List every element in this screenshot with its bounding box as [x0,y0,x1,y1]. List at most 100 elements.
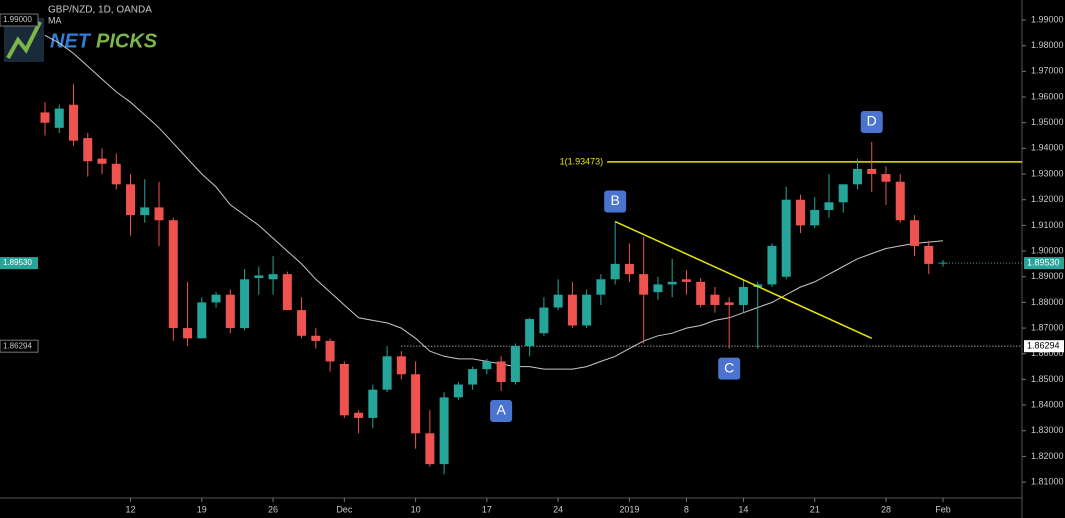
logo-icon [6,21,42,59]
candle-body [738,286,748,305]
candle-body [97,158,107,164]
candle-body [539,307,549,334]
candle-body [168,220,178,329]
pattern-point-label: A [496,402,506,418]
candle-body [468,369,478,385]
candle-body [924,245,934,264]
candle-body [781,199,791,277]
x-tick-label: 28 [881,504,891,514]
y-tick-label: 1.81000 [1031,476,1064,486]
candle-body [596,279,606,295]
candle-body [681,279,691,282]
candle-body [824,202,834,210]
pattern-point-box [604,190,627,213]
candle-body [368,389,378,418]
candle-body [610,263,620,280]
candle-body [624,263,634,275]
candle-body [453,384,463,398]
candle-body [852,168,862,185]
support-left-tag [0,339,39,353]
support-price-tag [1024,340,1064,353]
y-tick-label: 1.83000 [1031,425,1064,435]
candle-body [881,174,891,182]
x-tick-label: Dec [336,504,353,514]
last-price-left-tag [0,257,38,270]
y-tick-label: 1.96000 [1031,91,1064,101]
candle-body [567,294,577,326]
support-price-label: 1.86294 [1027,341,1060,351]
ma-line [44,34,944,370]
candle-body [183,328,193,339]
y-tick-label: 1.87000 [1031,322,1064,332]
candle-body [311,335,321,341]
y-tick-label: 1.99000 [1031,14,1064,24]
candle-body [496,361,506,382]
x-tick-label: 24 [553,504,563,514]
candle-body [909,220,919,246]
top-price-label: 1.99000 [3,15,32,24]
candle-body [710,294,720,305]
candle-body [895,181,905,221]
candle-body [510,346,520,382]
candle-body [225,294,235,329]
last-price-label: 1.89530 [1027,257,1060,267]
candle-body [297,310,307,336]
candle-body [54,108,64,128]
y-tick-label: 1.85000 [1031,374,1064,384]
trendline [614,220,873,340]
candle-body [411,374,421,434]
candle-body [354,412,364,418]
candle-body [639,274,649,295]
candle-body [254,275,264,279]
candle-body [938,262,948,264]
y-tick-label: 1.98000 [1031,40,1064,50]
candle-body [197,302,207,339]
candle-body [126,184,136,216]
logo-text: PICKS [96,30,158,52]
candle-body [582,294,592,326]
candle-body [525,319,535,347]
candle-body [667,281,677,285]
candle-body [268,274,278,280]
candle-body [282,274,292,311]
y-tick-label: 1.86000 [1031,348,1064,358]
y-tick-label: 1.82000 [1031,451,1064,461]
logo-text: NET [50,30,92,52]
y-tick-label: 1.97000 [1031,66,1064,76]
y-tick-label: 1.90000 [1031,245,1064,255]
y-tick-label: 1.89000 [1031,271,1064,281]
pattern-point-label: B [610,192,619,208]
candle-body [154,207,164,221]
y-tick-label: 1.95000 [1031,117,1064,127]
candle-body [553,294,563,308]
candle-body [396,356,406,375]
pattern-point-box [860,110,883,133]
candle-body [767,245,777,285]
candle-body [339,364,349,416]
candle-body [653,284,663,293]
x-tick-label: 21 [810,504,820,514]
pattern-point-box [718,357,741,380]
candle-body [83,138,93,162]
candle-body [795,199,805,226]
candle-body [696,281,706,305]
y-tick-label: 1.93000 [1031,168,1064,178]
pattern-point-box [490,399,513,422]
y-tick-label: 1.92000 [1031,194,1064,204]
candle-body [439,397,449,465]
pattern-point-label: D [867,113,877,129]
x-tick-label: Feb [935,504,951,514]
candle-body [867,168,877,175]
candle-body [111,163,121,185]
candle-body [140,207,150,216]
last-price-left-label: 1.89530 [3,258,32,267]
candle-body [69,104,79,141]
x-tick-label: 2019 [619,504,639,514]
candle-body [425,433,435,465]
x-tick-label: 14 [738,504,748,514]
candle-body [40,112,50,123]
candle-body [325,340,335,362]
pattern-point-label: C [724,359,734,375]
